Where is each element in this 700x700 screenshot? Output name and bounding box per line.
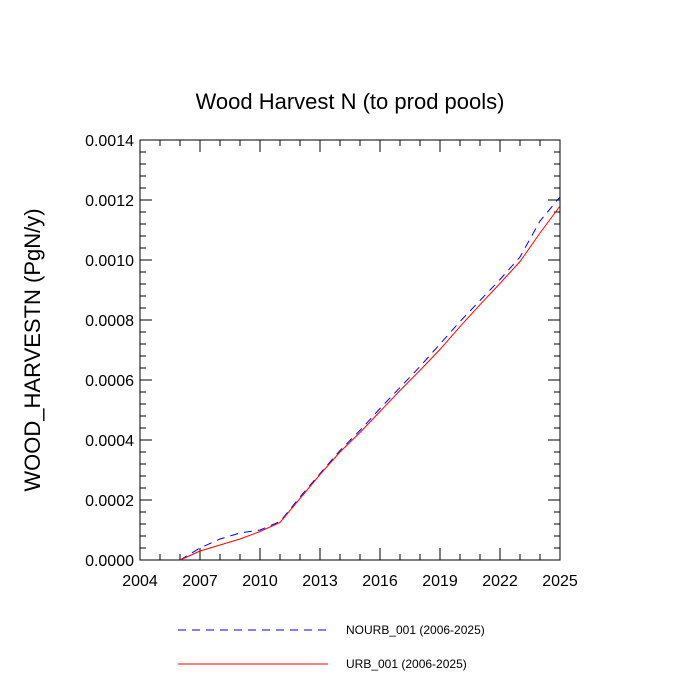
series-line-1 xyxy=(179,196,561,561)
y-tick-label: 0.0004 xyxy=(85,433,134,450)
series-layer xyxy=(179,196,561,561)
legend-label-1: NOURB_001 (2006-2025) xyxy=(346,623,485,637)
y-tick-label: 0.0000 xyxy=(85,553,134,570)
x-tick-label: 2025 xyxy=(542,573,578,590)
y-tick-label: 0.0014 xyxy=(85,133,134,150)
y-tick-label: 0.0006 xyxy=(85,373,134,390)
x-tick-label: 2013 xyxy=(302,573,338,590)
y-tick-label: 0.0010 xyxy=(85,253,134,270)
y-tick-label: 0.0012 xyxy=(85,193,134,210)
legend: NOURB_001 (2006-2025) URB_001 (2006-2025) xyxy=(178,623,485,671)
chart-title: Wood Harvest N (to prod pools) xyxy=(196,89,505,114)
legend-label-2: URB_001 (2006-2025) xyxy=(346,657,467,671)
x-tick-label: 2019 xyxy=(422,573,458,590)
x-tick-label: 2004 xyxy=(122,573,158,590)
x-tick-label: 2016 xyxy=(362,573,398,590)
y-tick-label: 0.0002 xyxy=(85,493,134,510)
x-tick-label: 2022 xyxy=(482,573,518,590)
series-line-2 xyxy=(179,205,561,561)
plot-area: 2004 2007 2010 2013 2016 2019 2022 2025 0.0000 0.… xyxy=(85,133,578,590)
y-axis-label: WOOD_HARVESTN (PgN/y) xyxy=(20,208,45,491)
plot-frame xyxy=(139,139,561,561)
x-tick-label: 2007 xyxy=(182,573,218,590)
y-tick-label: 0.0008 xyxy=(85,313,134,330)
x-tick-label: 2010 xyxy=(242,573,278,590)
